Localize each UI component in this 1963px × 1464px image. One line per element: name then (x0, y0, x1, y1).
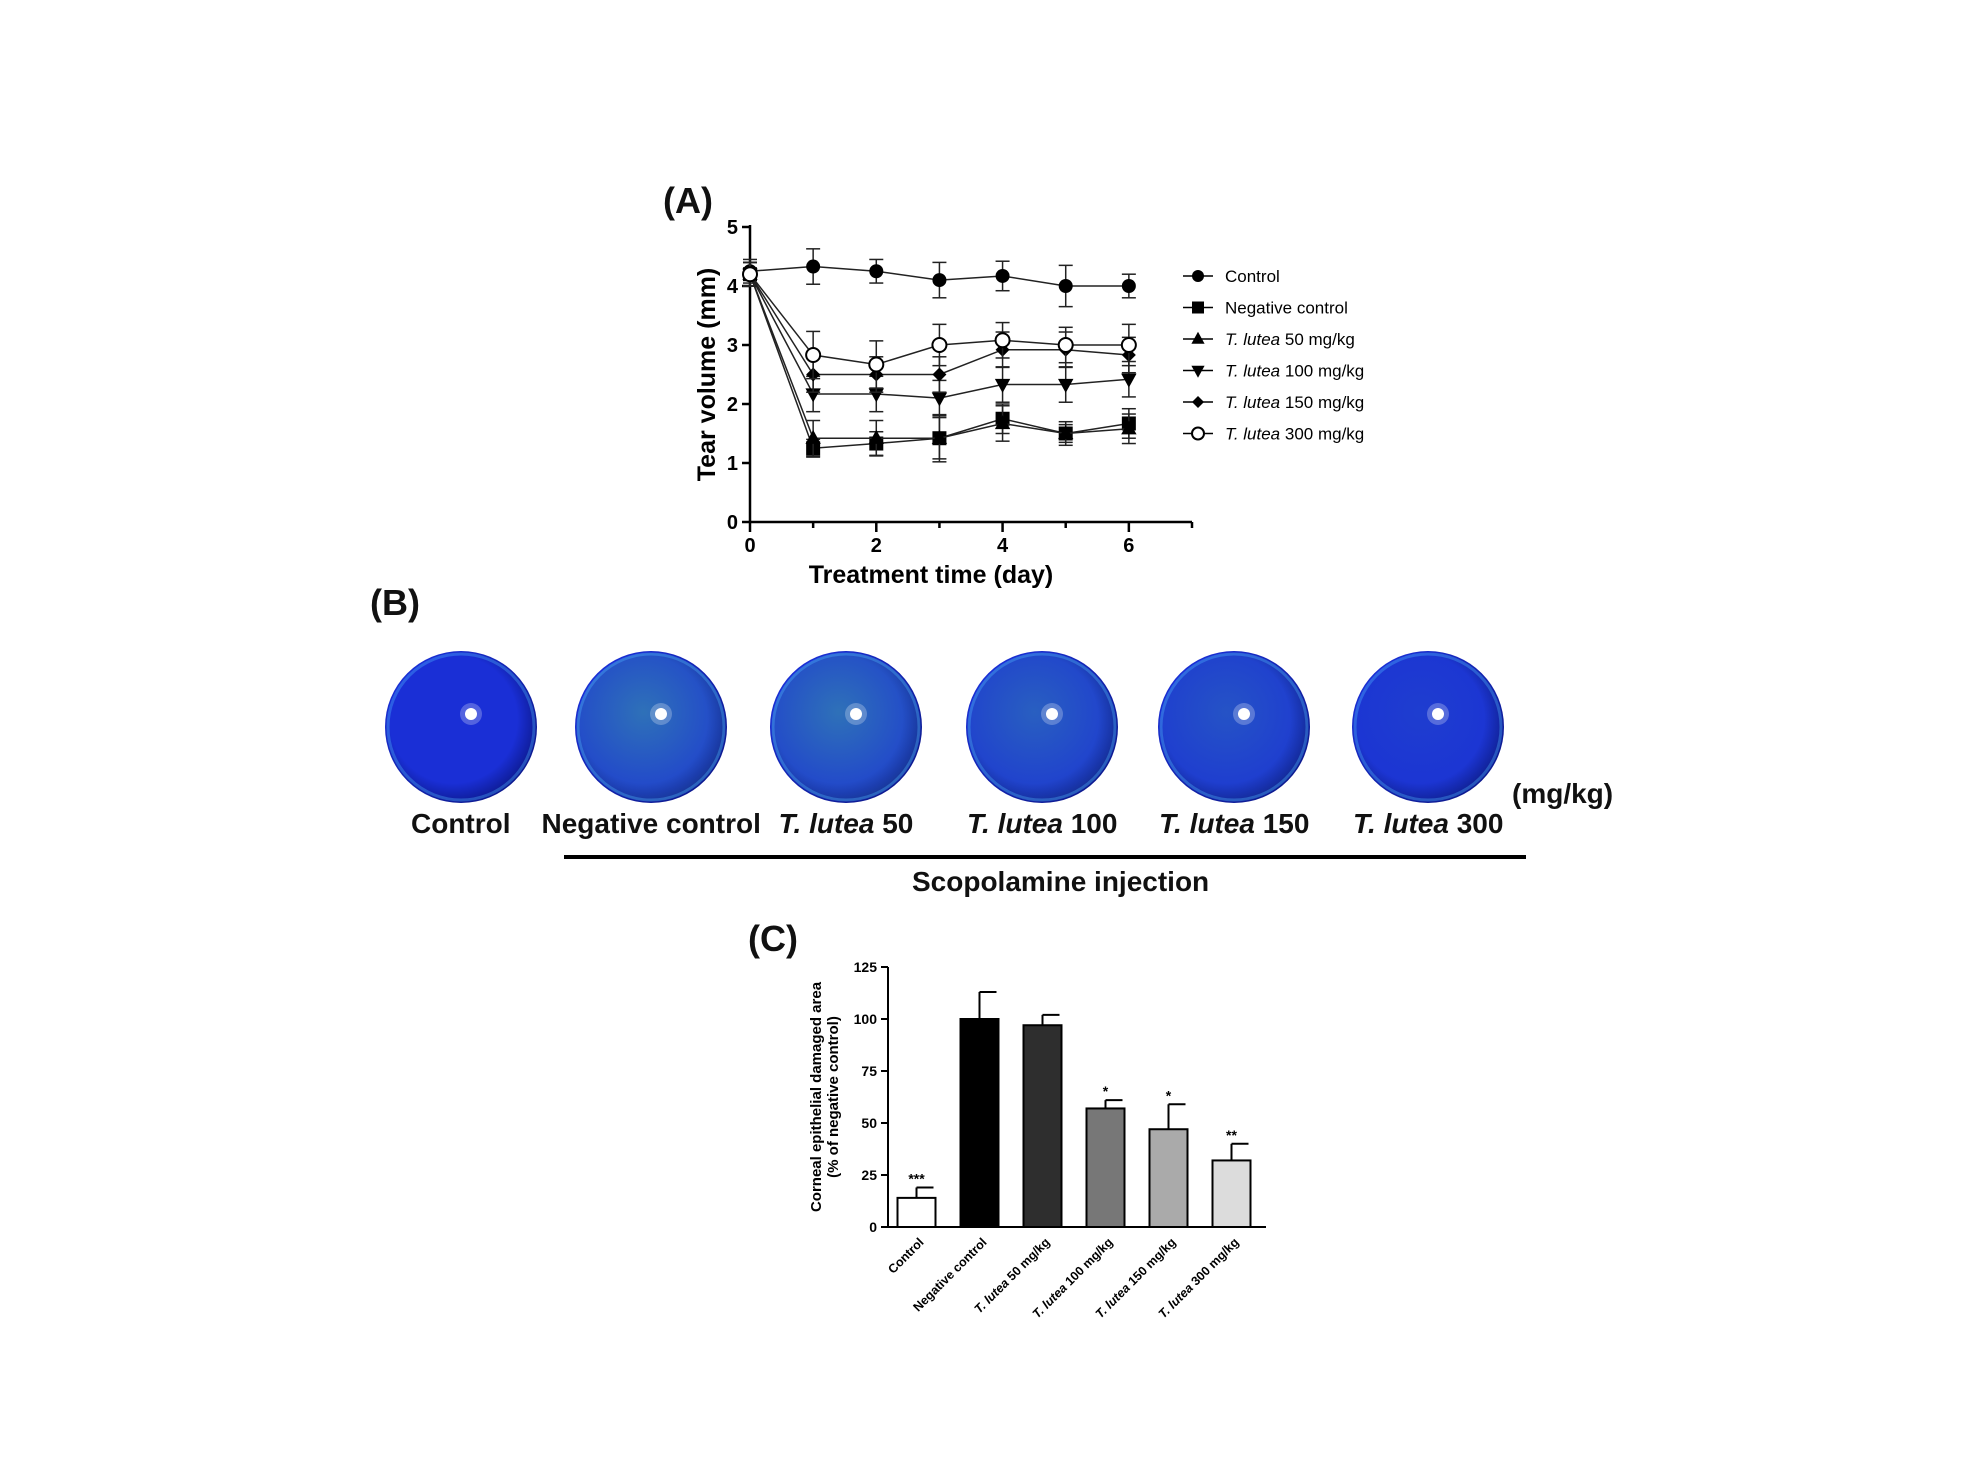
legend-item: Control (1183, 267, 1280, 286)
legend-label: T. lutea 150 mg/kg (1225, 393, 1364, 412)
cornea-caption-4: T. lutea 100 (967, 808, 1118, 839)
data-point (868, 429, 884, 444)
series-5 (742, 261, 1137, 389)
data-point (1191, 426, 1205, 441)
data-point (995, 268, 1010, 283)
series-2 (742, 261, 1137, 460)
data-point (1121, 279, 1136, 293)
legend-label: Control (1225, 267, 1280, 286)
data-point (742, 266, 758, 283)
data-point (1058, 378, 1074, 393)
data-point (1191, 331, 1205, 344)
cornea-caption-5: T. lutea 150 (1159, 808, 1310, 839)
x-tick-label: 2 (871, 535, 882, 557)
data-point (931, 392, 948, 407)
x-axis-label: Treatment time (day) (809, 561, 1054, 589)
cornea-image-5 (1157, 650, 1311, 804)
y-tick-label: 0 (727, 512, 738, 534)
y-tick-label: 4 (727, 276, 739, 298)
data-point (1058, 279, 1073, 293)
cornea-image-4 (965, 650, 1119, 804)
data-point (994, 332, 1011, 349)
data-point (805, 429, 821, 444)
y-axis-label: Tear volume (mm) (693, 268, 721, 481)
data-point (806, 259, 821, 274)
data-point (805, 347, 822, 364)
x-tick-label: 4 (997, 535, 1009, 557)
y-tick-label: 5 (727, 217, 738, 239)
cornea-image-1 (384, 650, 538, 804)
data-point (932, 273, 947, 288)
y-tick-label: 2 (727, 394, 738, 416)
data-point (1192, 301, 1204, 314)
data-point (1121, 373, 1137, 388)
data-point (994, 415, 1011, 430)
panel-label-c: (C) (748, 918, 798, 959)
legend-item: T. lutea 100 mg/kg (1183, 362, 1364, 381)
y-tick-label: 1 (727, 453, 738, 475)
unit-label: (mg/kg) (1512, 778, 1614, 809)
data-point (1058, 425, 1074, 440)
data-point (1057, 337, 1074, 353)
data-point (1191, 365, 1205, 378)
data-point (931, 429, 948, 444)
y-tick-label: 3 (727, 335, 738, 357)
cornea-caption-3: T. lutea 50 (778, 808, 914, 839)
data-point (1120, 337, 1137, 353)
data-point (869, 264, 884, 279)
legend-label: Negative control (1225, 299, 1348, 318)
cornea-image-2 (574, 650, 728, 804)
panel-label-b: (B) (370, 582, 420, 623)
x-tick-label: 6 (1123, 535, 1134, 557)
legend-item: T. lutea 50 mg/kg (1183, 330, 1355, 349)
cornea-caption-6: T. lutea 300 (1353, 808, 1504, 839)
data-point (868, 356, 885, 373)
data-point (994, 378, 1011, 393)
data-point (932, 367, 947, 382)
legend-item: T. lutea 300 mg/kg (1183, 425, 1364, 444)
scopolamine-label: Scopolamine injection (912, 866, 1210, 897)
legend-item: Negative control (1183, 299, 1348, 318)
data-point (1192, 396, 1204, 408)
data-point (1121, 420, 1137, 435)
data-point (931, 337, 948, 353)
legend-label: T. lutea 50 mg/kg (1225, 330, 1355, 349)
data-point (1192, 270, 1204, 282)
cornea-caption-2: Negative control (541, 808, 761, 839)
legend-item: T. lutea 150 mg/kg (1183, 393, 1364, 412)
legend-label: T. lutea 300 mg/kg (1225, 425, 1364, 444)
series-0 (743, 248, 1136, 308)
legend-label: T. lutea 100 mg/kg (1225, 362, 1364, 381)
x-tick-label: 0 (744, 535, 755, 557)
scopolamine-bracket-line (564, 855, 1526, 859)
panel-label-a: (A) (663, 180, 713, 221)
cornea-image-3 (769, 650, 923, 804)
cornea-caption-1: Control (411, 808, 511, 839)
cornea-image-6 (1351, 650, 1505, 804)
